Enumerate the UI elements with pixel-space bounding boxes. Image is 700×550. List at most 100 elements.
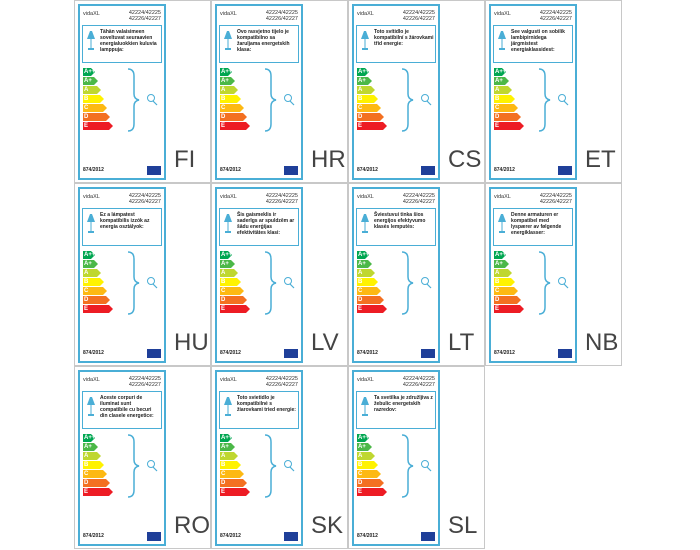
- product-code: 42226/42227: [402, 16, 435, 22]
- info-box: Ta svetilka je združljiva z žebulic ener…: [356, 391, 436, 429]
- energy-class: A: [494, 269, 512, 277]
- label-cell: vidaXL 42224/42225 42226/42227 See valgusti…: [485, 0, 622, 183]
- description: Tähän valaisimeen soveltuvat seuraavien …: [100, 29, 157, 53]
- energy-class: E: [494, 305, 524, 313]
- brand: vidaXL: [357, 377, 374, 383]
- product-codes: 42224/42225 42226/42227: [266, 376, 298, 388]
- energy-class: C: [357, 104, 381, 112]
- bracket: [401, 434, 432, 498]
- label-cell: vidaXL 42224/42225 42226/42227 Ez a lámpate…: [74, 183, 211, 366]
- bracket: [538, 251, 569, 315]
- energy-class: E: [220, 305, 250, 313]
- regulation: 874/2012: [220, 350, 241, 356]
- product-codes: 42224/42225 42226/42227: [129, 10, 161, 22]
- regulation: 874/2012: [357, 533, 378, 539]
- bracket: [127, 434, 158, 498]
- info-box: Tähän valaisimeen soveltuvat seuraavien …: [82, 25, 162, 63]
- info-box: Denne armaturen er kompatibel med lyspær…: [493, 208, 573, 246]
- product-code: 42224/42225: [402, 376, 435, 382]
- energy-class: B: [494, 95, 515, 103]
- brand: vidaXL: [83, 377, 100, 383]
- product-code: 42224/42225: [265, 193, 298, 199]
- brand: vidaXL: [494, 11, 511, 17]
- product-code: 42226/42227: [265, 382, 298, 388]
- eu-flag: [284, 532, 298, 541]
- description: Toto svietidlo je kompatibilné s žiarovk…: [237, 395, 296, 413]
- eu-flag: [421, 349, 435, 358]
- energy-class: C: [357, 287, 381, 295]
- product-codes: 42224/42225 42226/42227: [540, 10, 572, 22]
- product-code: 42226/42227: [265, 16, 298, 22]
- brand: vidaXL: [357, 11, 374, 17]
- product-code: 42226/42227: [402, 199, 435, 205]
- language-code: FI: [174, 146, 196, 173]
- info-box: See valgusti on sobilik lambipirnidega j…: [493, 25, 573, 63]
- energy-class: A+: [494, 260, 509, 268]
- lamp-icon: [361, 397, 369, 416]
- bracket-icon: [126, 434, 166, 503]
- bracket-icon: [400, 434, 440, 503]
- energy-class: A++: [84, 252, 96, 258]
- energy-class: D: [83, 296, 110, 304]
- lamp-icon: [224, 214, 232, 233]
- bracket-icon: [537, 251, 577, 320]
- regulation: 874/2012: [357, 167, 378, 173]
- eu-flag: [147, 349, 161, 358]
- energy-class: A: [357, 269, 375, 277]
- info-box: Toto svítidlo je kompatibilní s žárovkam…: [356, 25, 436, 63]
- energy-class: D: [357, 479, 384, 487]
- bracket: [538, 68, 569, 132]
- energy-class: A++: [358, 252, 370, 258]
- eu-flag: [558, 349, 572, 358]
- bracket-icon: [537, 68, 577, 137]
- energy-class: E: [357, 488, 387, 496]
- energy-label: vidaXL 42224/42225 42226/42227 Toto svítidl…: [352, 4, 440, 180]
- product-codes: 42224/42225 42226/42227: [540, 193, 572, 205]
- energy-class: D: [494, 296, 521, 304]
- lamp-icon: [224, 31, 232, 50]
- description: Ta svetilka je združljiva z žebulic ener…: [374, 395, 433, 413]
- energy-class: A: [220, 86, 238, 94]
- brand: vidaXL: [357, 194, 374, 200]
- energy-class: A: [220, 269, 238, 277]
- regulation: 874/2012: [83, 350, 104, 356]
- brand: vidaXL: [83, 11, 100, 17]
- product-code: 42226/42227: [128, 199, 161, 205]
- energy-class: A++: [358, 435, 370, 441]
- description: Ez a lámpatest kompatibilis izzók az ene…: [100, 212, 150, 230]
- energy-class: B: [83, 278, 104, 286]
- language-code: SK: [311, 512, 344, 539]
- energy-class: B: [220, 461, 241, 469]
- energy-class: A+: [220, 260, 235, 268]
- label-cell: vidaXL 42224/42225 42226/42227 Toto svítidl…: [348, 0, 485, 183]
- bracket-icon: [126, 251, 166, 320]
- energy-class: D: [220, 296, 247, 304]
- eu-flag: [558, 166, 572, 175]
- bracket-icon: [126, 68, 166, 137]
- energy-label: vidaXL 42224/42225 42226/42227 Ta svetilka …: [352, 370, 440, 546]
- energy-class: C: [220, 104, 244, 112]
- energy-class: B: [357, 461, 378, 469]
- product-code: 42226/42227: [265, 199, 298, 205]
- language-code: NB: [585, 329, 619, 356]
- energy-class: C: [494, 104, 518, 112]
- product-code: 42224/42225: [128, 193, 161, 199]
- energy-class: A++: [221, 435, 233, 441]
- energy-class: C: [220, 287, 244, 295]
- info-box: Ovo rasvjetno tijelo je kompatibilno sa …: [219, 25, 299, 63]
- product-code: 42226/42227: [402, 382, 435, 388]
- product-code: 42224/42225: [539, 193, 572, 199]
- energy-label: vidaXL 42224/42225 42226/42227 Šviestuvui t…: [352, 187, 440, 363]
- energy-class: D: [220, 479, 247, 487]
- lamp-icon: [498, 31, 506, 50]
- bracket-icon: [263, 68, 303, 137]
- energy-class: A+: [357, 443, 372, 451]
- energy-class: A++: [221, 69, 233, 75]
- label-cell: vidaXL 42224/42225 42226/42227 Aceste corpu…: [74, 366, 211, 549]
- energy-class: E: [83, 305, 113, 313]
- energy-class: B: [83, 461, 104, 469]
- product-codes: 42224/42225 42226/42227: [403, 376, 435, 388]
- energy-class: E: [494, 122, 524, 130]
- energy-class: A+: [357, 260, 372, 268]
